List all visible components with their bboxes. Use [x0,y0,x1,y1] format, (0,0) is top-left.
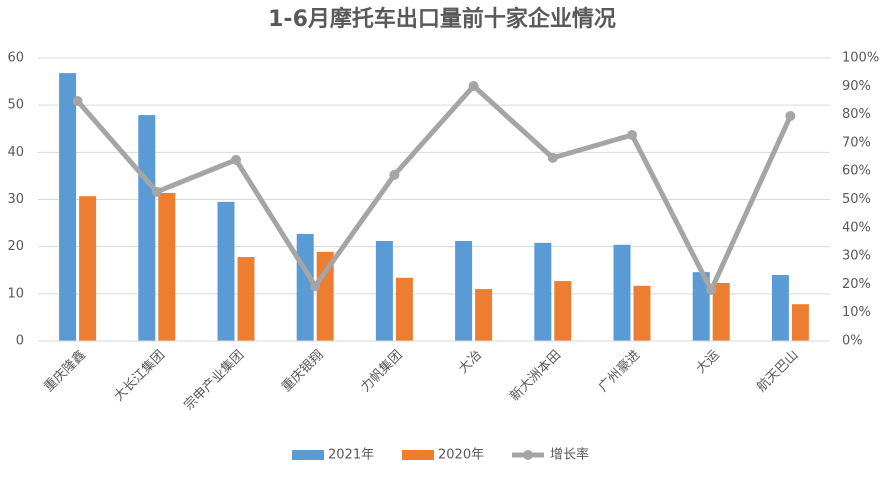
line-point [627,129,637,140]
legend-label: 2020年 [438,448,484,463]
line-point [151,186,162,197]
line-point [468,81,479,92]
bar [475,289,493,341]
y-tick-label: 60 [7,51,24,66]
y2-tick-label: 70% [842,135,871,150]
x-tick-label: 重庆银翔 [278,347,326,395]
y2-tick-label: 90% [842,79,871,94]
y-tick-label: 40 [7,145,24,160]
chart-title: 1-6月摩托车出口量前十家企业情况 [268,6,616,32]
legend-label: 2021年 [328,448,374,463]
bar [613,244,631,341]
bar [138,115,156,342]
y2-tick-label: 80% [842,107,871,122]
y-tick-label: 30 [7,192,24,207]
line-point [706,285,717,296]
bar [237,257,255,341]
x-tick-label: 宗申产业集团 [181,347,247,413]
line-point [389,169,400,180]
x-tick-label: 广州豪进 [595,347,643,395]
y2-tick-label: 20% [842,277,871,292]
bar [375,241,393,341]
bar [554,281,572,341]
line-point [72,96,83,107]
x-tick-label: 航天巴山 [754,347,802,395]
bar [633,285,651,341]
bar [395,277,413,341]
legend-label: 增长率 [550,447,589,463]
line-point [231,154,241,165]
y2-tick-label: 10% [842,305,871,320]
legend-swatch [292,450,324,460]
x-tick-label: 新大洲本田 [507,347,564,404]
y2-tick-label: 50% [842,192,871,207]
y-tick-label: 0 [16,334,24,349]
legend-swatch [523,450,533,460]
y2-tick-label: 0% [842,334,863,349]
x-tick-label: 大运 [694,348,723,377]
bar [771,274,789,341]
legend-swatch [402,450,434,460]
line-point [547,152,558,163]
line-point [785,111,796,122]
bar [791,304,809,341]
y2-tick-label: 100% [842,51,879,66]
bar [217,201,235,341]
y2-tick-label: 60% [842,164,871,179]
y-tick-label: 20 [7,239,24,254]
x-tick-label: 力帆集团 [358,347,406,395]
bar [59,73,77,342]
line-point [310,281,321,292]
y-tick-label: 50 [7,98,24,113]
x-tick-label: 大冶 [456,348,485,377]
y2-tick-label: 40% [842,220,871,235]
x-tick-label: 重庆隆鑫 [41,347,89,395]
y-tick-label: 10 [7,286,24,301]
bar [712,282,730,341]
x-tick-label: 大长江集团 [111,347,168,404]
y2-tick-label: 30% [842,249,871,264]
line [75,83,793,293]
bar [455,241,473,341]
bar [158,192,176,341]
bar [692,272,710,341]
bar [79,196,97,341]
bar [534,242,552,341]
